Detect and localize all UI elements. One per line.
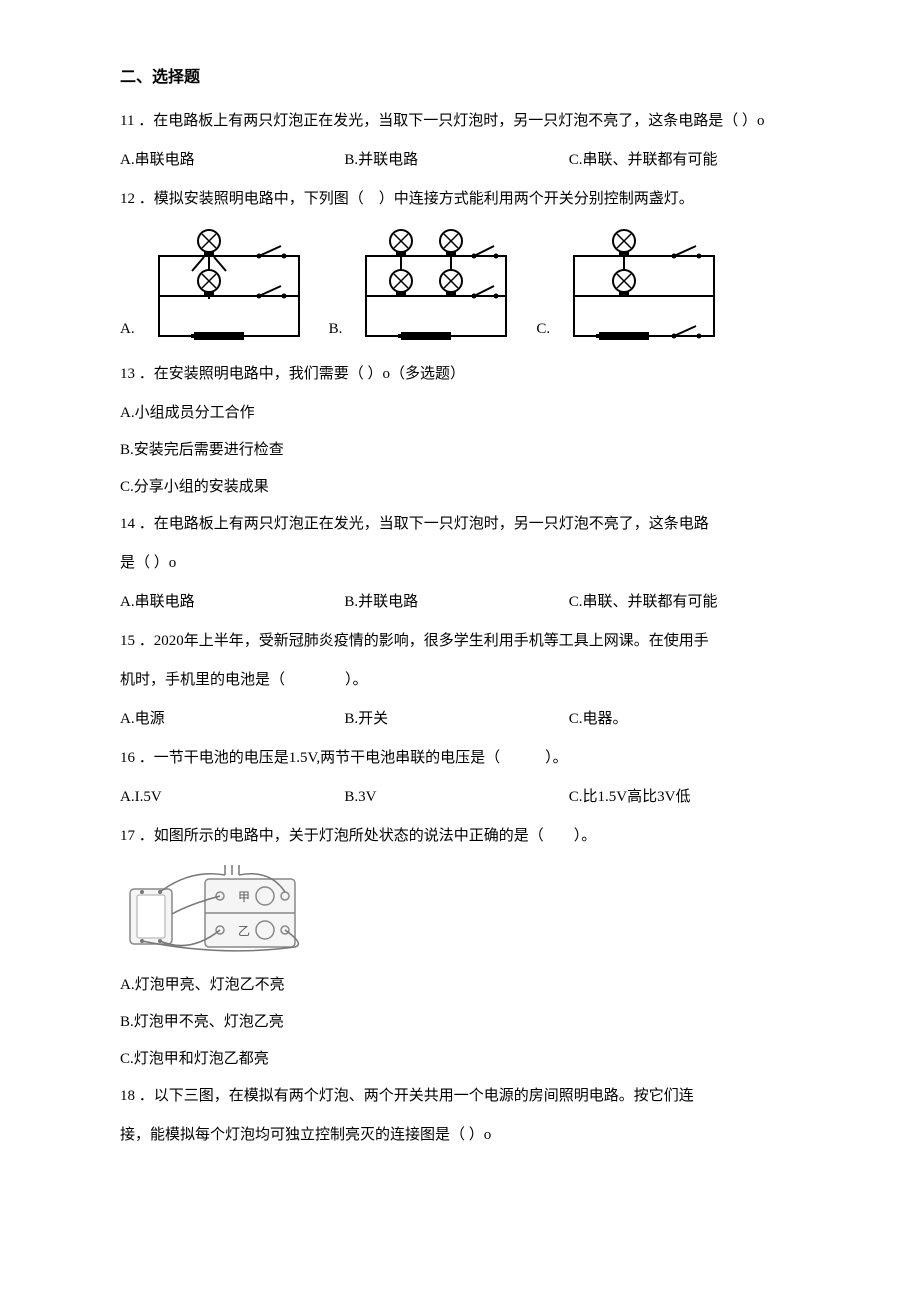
bulb-icon: [440, 230, 462, 271]
q11-opt-a: A.串联电路: [120, 144, 344, 177]
q17-opt-a: A.灯泡甲亮、灯泡乙不亮: [120, 969, 800, 1002]
q13-opt-a: A.小组成员分工合作: [120, 397, 800, 430]
q11-stem: 11 ．在电路板上有两只灯泡正在发光，当取下一只灯泡时，另一只灯泡不亮了，这条电…: [120, 105, 800, 138]
circuit-diagram-b: [346, 226, 526, 346]
circuit-diagram-q17: 甲 乙: [120, 859, 320, 959]
bulb-icon: [390, 270, 412, 297]
circuit-diagram-c: [554, 226, 734, 346]
q15-opt-a: A.电源: [120, 703, 344, 736]
section-heading: 二、选择题: [120, 60, 800, 95]
label-yi: 乙: [238, 924, 250, 938]
q15-stem-l1: 15 ．2020年上半年，受新冠肺炎疫情的影响，很多学生利用手机等工具上网课。在…: [120, 625, 800, 658]
q16-opt-b: B.3V: [344, 781, 568, 814]
q16-opt-c: C.比1.5V高比3V低: [569, 781, 793, 814]
q13-stem: 13 ．在安装照明电路中，我们需要（ ）o（多选题）: [120, 358, 800, 391]
bulb-icon: [198, 270, 220, 299]
q12-label-b: B.: [329, 313, 343, 346]
bulb-icon: [390, 230, 412, 271]
q14-opt-c: C.串联、并联都有可能: [569, 586, 793, 619]
q13-opt-b: B.安装完后需要进行检查: [120, 434, 800, 467]
bulb-icon: [613, 270, 635, 297]
q12-cell-c: C.: [536, 226, 734, 346]
q12-cell-a: A.: [120, 226, 319, 346]
q18-stem-l1: 18 ．以下三图，在模拟有两个灯泡、两个开关共用一个电源的房间照明电路。按它们连: [120, 1080, 800, 1113]
q14-opt-a: A.串联电路: [120, 586, 344, 619]
q16-stem: 16 ．一节干电池的电压是1.5V,两节干电池串联的电压是（ ）。: [120, 742, 800, 775]
q14-stem-l2: 是（ ）o: [120, 547, 800, 580]
q12-label-c: C.: [536, 313, 550, 346]
q17-opt-c: C.灯泡甲和灯泡乙都亮: [120, 1043, 800, 1076]
q12-diagram-row: A.: [120, 226, 800, 346]
q17-opt-b: B.灯泡甲不亮、灯泡乙亮: [120, 1006, 800, 1039]
label-jia: 甲: [238, 890, 250, 904]
battery-icon: [398, 332, 451, 340]
q12-stem: 12 ．模拟安装照明电路中，下列图（ ）中连接方式能利用两个开关分别控制两盏灯。: [120, 183, 800, 216]
q14-stem-l1: 14 ．在电路板上有两只灯泡正在发光，当取下一只灯泡时，另一只灯泡不亮了，这条电…: [120, 508, 800, 541]
q12-cell-b: B.: [329, 226, 527, 346]
q17-diagram: 甲 乙: [120, 859, 800, 959]
q16-opt-a: A.I.5V: [120, 781, 344, 814]
q15-opt-c: C.电器。: [569, 703, 793, 736]
q14-opt-b: B.并联电路: [344, 586, 568, 619]
q18-stem-l2: 接，能模拟每个灯泡均可独立控制亮灭的连接图是（ ）o: [120, 1119, 800, 1152]
q12-label-a: A.: [120, 313, 135, 346]
battery-icon: [191, 332, 244, 340]
switch-top-icon: [225, 865, 239, 875]
q17-stem: 17 ．如图所示的电路中，关于灯泡所处状态的说法中正确的是（ ）。: [120, 820, 800, 853]
q15-opt-b: B.开关: [344, 703, 568, 736]
q14-options: A.串联电路 B.并联电路 C.串联、并联都有可能: [120, 586, 800, 619]
q15-options: A.电源 B.开关 C.电器。: [120, 703, 800, 736]
exam-page: 二、选择题 11 ．在电路板上有两只灯泡正在发光，当取下一只灯泡时，另一只灯泡不…: [0, 0, 920, 1218]
bulb-icon: [440, 270, 462, 297]
bulb-icon: [192, 230, 226, 271]
circuit-diagram-a: [139, 226, 319, 346]
battery-icon: [596, 332, 649, 340]
q13-opt-c: C.分享小组的安装成果: [120, 471, 800, 504]
q11-options: A.串联电路 B.并联电路 C.串联、并联都有可能: [120, 144, 800, 177]
bulb-icon: [613, 230, 635, 271]
q11-opt-b: B.并联电路: [344, 144, 568, 177]
q11-opt-c: C.串联、并联都有可能: [569, 144, 793, 177]
q15-stem-l2: 机时，手机里的电池是（ ）。: [120, 664, 800, 697]
q16-options: A.I.5V B.3V C.比1.5V高比3V低: [120, 781, 800, 814]
